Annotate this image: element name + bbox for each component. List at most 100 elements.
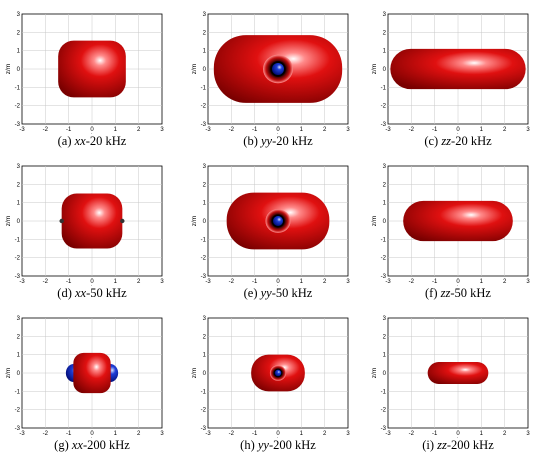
x-axis-label: x/m (453, 133, 463, 134)
caption-g: (g) xx-200 kHz (0, 438, 184, 453)
y-tick-label: -2 (201, 408, 207, 414)
y-tick-label: -3 (15, 122, 21, 128)
x-tick-label: 3 (346, 127, 350, 133)
y-tick-label: -3 (15, 426, 21, 432)
y-axis-label: z/m (191, 64, 198, 74)
plot-area: -3-3 -2 -2 -1 -1 0 0 1 1 2 2 3 3 x/m z/m (5, 12, 164, 134)
y-tick-label: 1 (383, 49, 387, 55)
caption-label: (d) (57, 286, 75, 300)
x-tick-label: 1 (114, 431, 118, 437)
y-tick-label: 0 (203, 67, 207, 73)
x-tick-label: -2 (229, 279, 235, 285)
x-tick-label: 1 (480, 431, 484, 437)
field-body (58, 40, 126, 98)
y-tick-label: 1 (203, 49, 207, 55)
y-tick-label: 0 (383, 219, 387, 225)
y-tick-label: 1 (383, 201, 387, 207)
panel-d: -3-3 -2 -2 -1 -1 0 0 1 1 2 2 3 3 x/m z/m (d) xx-50 kHz (0, 152, 184, 302)
x-tick-label: -2 (43, 279, 49, 285)
x-tick-label: -2 (409, 279, 415, 285)
x-tick-label: -3 (19, 431, 25, 437)
x-axis-label: x/m (453, 437, 463, 438)
x-tick-label: 0 (456, 279, 460, 285)
field-surface (58, 40, 126, 98)
y-tick-label: -1 (381, 389, 387, 395)
panel-a: -3-3 -2 -2 -1 -1 0 0 1 1 2 2 3 3 x/m z/m (a) xx-20 kHz (0, 0, 184, 150)
caption-d: (d) xx-50 kHz (0, 286, 184, 301)
caption-e: (e) yy-50 kHz (186, 286, 370, 301)
y-tick-label: 2 (203, 182, 207, 188)
y-tick-label: -3 (201, 122, 207, 128)
y-axis-label: z/m (5, 216, 12, 226)
y-tick-label: -2 (15, 104, 21, 110)
y-tick-label: -2 (15, 256, 21, 262)
caption-label: (g) (54, 438, 72, 452)
x-tick-label: 2 (503, 431, 507, 437)
caption-frequency: -50 kHz (86, 286, 127, 300)
field-surface (226, 192, 330, 250)
inner-core (274, 369, 282, 377)
y-tick-label: 2 (383, 182, 387, 188)
inner-core (272, 63, 284, 75)
side-tip-right (120, 218, 125, 224)
x-tick-label: 0 (276, 127, 280, 133)
x-tick-label: 1 (480, 279, 484, 285)
x-axis-label: x/m (273, 285, 283, 286)
caption-label: (e) (243, 286, 261, 300)
x-tick-label: -3 (19, 279, 25, 285)
x-tick-label: 0 (90, 279, 94, 285)
caption-h: (h) yy-200 kHz (186, 438, 370, 453)
panel-c: -3-3 -2 -2 -1 -1 0 0 1 1 2 2 3 3 x/m z/m (c) zz-20 kHz (366, 0, 550, 150)
y-tick-label: 3 (383, 164, 387, 170)
x-tick-label: 1 (300, 127, 304, 133)
y-axis-label: z/m (371, 368, 378, 378)
y-tick-label: 2 (383, 334, 387, 340)
y-tick-label: 0 (17, 67, 21, 73)
caption-component: yy (257, 438, 269, 452)
y-tick-label: -1 (381, 85, 387, 91)
y-tick-label: -3 (381, 426, 387, 432)
x-tick-label: 3 (346, 431, 350, 437)
caption-frequency: -20 kHz (451, 134, 492, 148)
caption-label: (c) (424, 134, 442, 148)
x-tick-label: 0 (276, 431, 280, 437)
x-tick-label: 1 (114, 127, 118, 133)
panel-g: -3-3 -2 -2 -1 -1 0 0 1 1 2 2 3 3 x/m z/m (g) xx-200 kH… (0, 304, 184, 454)
x-tick-label: -3 (205, 279, 211, 285)
y-tick-label: -1 (15, 85, 21, 91)
y-tick-label: -2 (381, 256, 387, 262)
caption-i: (i) zz-200 kHz (366, 438, 550, 453)
y-tick-label: 0 (17, 219, 21, 225)
x-tick-label: -3 (19, 127, 25, 133)
x-tick-label: -2 (43, 127, 49, 133)
field-surface (403, 200, 513, 242)
y-axis-label: z/m (191, 216, 198, 226)
caption-frequency: -200 kHz (446, 438, 494, 452)
x-tick-label: 0 (90, 127, 94, 133)
caption-component: yy (260, 286, 272, 300)
x-tick-label: 3 (346, 279, 350, 285)
x-tick-label: -1 (66, 127, 72, 133)
y-tick-label: -1 (201, 389, 207, 395)
x-tick-label: -1 (432, 127, 438, 133)
x-axis-label: x/m (273, 133, 283, 134)
x-tick-label: 3 (526, 431, 530, 437)
y-tick-label: 3 (203, 164, 207, 170)
inner-core (272, 215, 284, 227)
y-tick-label: -3 (15, 274, 21, 280)
caption-label: (b) (243, 134, 261, 148)
y-tick-label: -1 (201, 85, 207, 91)
x-tick-label: 0 (90, 431, 94, 437)
y-tick-label: 2 (203, 30, 207, 36)
x-tick-label: -2 (229, 431, 235, 437)
y-tick-label: -1 (201, 237, 207, 243)
plot-d: -3-3 -2 -2 -1 -1 0 0 1 1 2 2 3 3 x/m z/m (5, 164, 164, 286)
x-tick-label: 2 (503, 127, 507, 133)
y-tick-label: 2 (17, 182, 21, 188)
x-tick-label: -2 (43, 431, 49, 437)
caption-component: xx (74, 134, 86, 148)
field-surface (213, 35, 343, 103)
y-tick-label: 0 (17, 371, 21, 377)
field-surface (59, 193, 125, 249)
x-tick-label: -1 (252, 279, 258, 285)
